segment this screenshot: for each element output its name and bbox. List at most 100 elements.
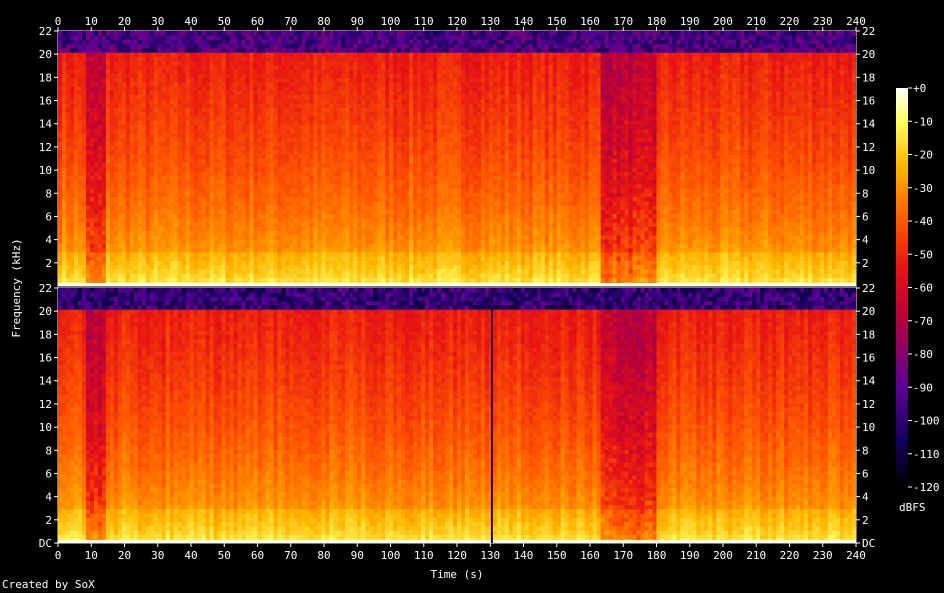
x-tick-label: 220	[780, 549, 800, 562]
x-tick-label-top: 40	[184, 15, 197, 28]
x-tick-label-top: 50	[218, 15, 231, 28]
x-tick-label: 140	[514, 549, 534, 562]
x-tick-label-top: 70	[284, 15, 297, 28]
x-tick-label: 240	[846, 549, 866, 562]
x-tick-label-top: 60	[251, 15, 264, 28]
x-tick-label-top: 100	[381, 15, 401, 28]
y-tick-label-right: 18	[862, 71, 875, 84]
x-tick-label: 150	[547, 549, 567, 562]
y-tick-label: 14	[39, 375, 53, 388]
x-tick-label: 70	[284, 549, 297, 562]
x-tick-label-top: 170	[613, 15, 633, 28]
y-tick-label: 20	[39, 48, 52, 61]
x-tick-label: 80	[317, 549, 330, 562]
colorbar	[896, 88, 908, 487]
y-axis-label: Frequency (kHz)	[10, 238, 23, 337]
y-tick-label-right: 4	[862, 234, 869, 247]
x-tick-label: 120	[447, 549, 467, 562]
x-tick-label: 160	[580, 549, 600, 562]
x-tick-label-top: 190	[680, 15, 700, 28]
y-tick-label-right: 14	[862, 118, 876, 131]
y-tick-label-right: 12	[862, 398, 875, 411]
y-tick-label-right: 10	[862, 421, 875, 434]
y-tick-label: 22	[39, 282, 52, 295]
x-tick-label: 210	[746, 549, 766, 562]
y-tick-label: 22	[39, 25, 52, 38]
y-tick-label: DC	[39, 537, 52, 550]
y-tick-label: 4	[45, 234, 52, 247]
x-tick-label-top: 220	[780, 15, 800, 28]
x-tick-label: 110	[414, 549, 434, 562]
y-tick-label-right: 16	[862, 352, 875, 365]
y-tick-label: 8	[45, 444, 52, 457]
y-tick-label: 12	[39, 141, 52, 154]
x-tick-label-top: 80	[317, 15, 330, 28]
x-tick-label: 50	[218, 549, 231, 562]
y-tick-label-right: 10	[862, 164, 875, 177]
x-tick-label-top: 30	[151, 15, 164, 28]
x-tick-label-top: 240	[846, 15, 866, 28]
x-tick-label-top: 90	[351, 15, 364, 28]
y-tick-label-right: 2	[862, 257, 869, 270]
spectrogram-panels	[58, 31, 857, 544]
y-tick-label: 2	[45, 257, 52, 270]
colorbar-tick-label: -30	[913, 182, 933, 195]
x-tick-label: 100	[381, 549, 401, 562]
colorbar-label: dBFS	[899, 501, 926, 514]
colorbar-tick-label: -20	[913, 149, 933, 162]
y-tick-label-right: 20	[862, 305, 875, 318]
channel-panel-1	[58, 31, 857, 287]
y-tick-label-right: 4	[862, 491, 869, 504]
x-tick-label-top: 0	[55, 15, 62, 28]
y-tick-label: 16	[39, 352, 52, 365]
x-tick-label: 20	[118, 549, 131, 562]
y-tick-label-right: 6	[862, 210, 869, 223]
x-tick-label-top: 10	[85, 15, 98, 28]
colorbar-tick-label: -110	[913, 448, 940, 461]
colorbar-tick-label: -80	[913, 348, 933, 361]
y-tick-label-right: 8	[862, 187, 869, 200]
colorbar-tick-label: +0	[913, 82, 926, 95]
y-tick-label: 6	[45, 210, 52, 223]
x-tick-label: 200	[713, 549, 733, 562]
colorbar-tick-label: -40	[913, 215, 933, 228]
y-tick-label-right: 22	[862, 282, 875, 295]
colorbar-tick-label: -60	[913, 282, 933, 295]
x-tick-label: 10	[85, 549, 98, 562]
x-tick-label: 30	[151, 549, 164, 562]
y-tick-label-right: 6	[862, 467, 869, 480]
x-tick-label-top: 160	[580, 15, 600, 28]
x-tick-label: 60	[251, 549, 264, 562]
x-tick-label-top: 130	[480, 15, 500, 28]
x-tick-label: 130	[480, 549, 500, 562]
x-tick-label-top: 180	[647, 15, 667, 28]
y-tick-label: 18	[39, 71, 52, 84]
y-tick-label-right: 12	[862, 141, 875, 154]
colorbar-tick-label: -90	[913, 381, 933, 394]
x-tick-label: 90	[351, 549, 364, 562]
y-tick-label-right: 2	[862, 514, 869, 527]
x-tick-label: 40	[184, 549, 197, 562]
y-tick-label: 16	[39, 95, 52, 108]
y-tick-label: 20	[39, 305, 52, 318]
y-tick-label-right: 16	[862, 95, 875, 108]
x-tick-label: 170	[613, 549, 633, 562]
channel-panel-2	[58, 288, 857, 544]
x-tick-label-top: 200	[713, 15, 733, 28]
x-tick-label-top: 150	[547, 15, 567, 28]
y-tick-label: 18	[39, 328, 52, 341]
colorbar-ticks: +0-10-20-30-40-50-60-70-80-90-100-110-12…	[908, 82, 940, 494]
x-tick-label-top: 110	[414, 15, 434, 28]
x-tick-label: 0	[55, 549, 62, 562]
x-tick-label-top: 230	[813, 15, 833, 28]
colorbar-tick-label: -70	[913, 315, 933, 328]
y-tick-label: 14	[39, 118, 53, 131]
y-tick-label-right: 8	[862, 444, 869, 457]
colorbar-tick-label: -50	[913, 248, 933, 261]
y-tick-label: 10	[39, 421, 52, 434]
y-tick-label: 8	[45, 187, 52, 200]
y-tick-label-right: 18	[862, 328, 875, 341]
colorbar-tick-label: -100	[913, 415, 940, 428]
sox-credit: Created by SoX	[2, 578, 95, 591]
